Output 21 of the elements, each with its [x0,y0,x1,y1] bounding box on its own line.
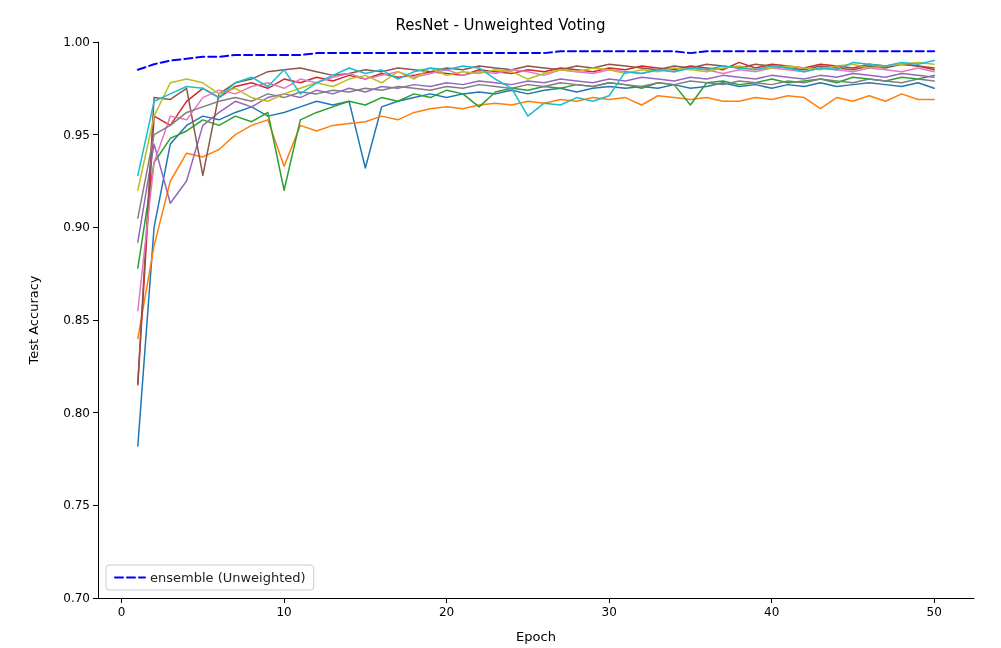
x-tick-label: 40 [764,605,780,619]
x-tick-label: 20 [438,605,455,619]
line-series [137,82,935,447]
y-tick-label: 0.70 [63,591,90,605]
line-series [136,50,936,71]
y-tick-label: 0.80 [63,405,90,420]
y-tick-label: 0.95 [63,127,90,142]
x-tick-label: 50 [926,605,942,619]
line-series [137,93,935,340]
y-axis-title: Test Accuracy [26,275,41,366]
y-tick-label: 0.90 [63,220,90,235]
chart-title: ResNet - Unweighted Voting [395,15,606,34]
x-tick-label: 30 [601,605,617,619]
line-series [137,78,935,219]
y-tick-label: 0.85 [63,313,90,327]
x-tick-label: 0 [117,605,126,619]
legend-label: ensemble (Unweighted) [150,570,306,585]
x-tick-label: 10 [276,605,292,619]
y-tick-label: 1.00 [63,35,90,49]
y-tick-label: 0.75 [63,498,90,513]
x-axis-title: Epoch [516,629,556,644]
